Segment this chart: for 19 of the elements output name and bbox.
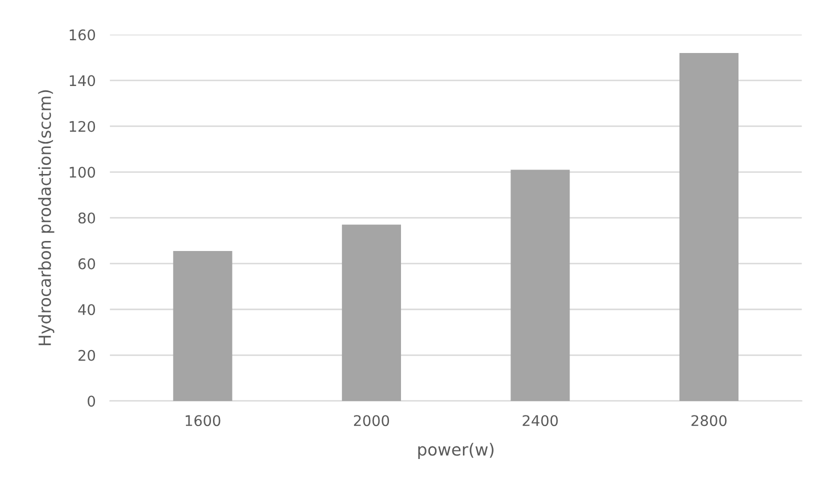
x-tick-label: 2000 [354, 415, 390, 426]
y-tick-label: 140 [70, 75, 96, 86]
bar [679, 52, 739, 401]
y-tick-label: 40 [78, 304, 96, 316]
y-tick-label: 120 [70, 120, 96, 132]
y-axis-title: Hydrocarbon prodaction(sccm) [38, 90, 54, 346]
y-tick-label: 20 [78, 350, 96, 361]
x-tick-label: 1600 [186, 415, 220, 426]
bar [342, 224, 401, 401]
x-tick-label: 2400 [522, 415, 558, 426]
x-tick-label: 2800 [691, 415, 727, 426]
bar [510, 170, 570, 401]
x-axis-title: power(w) [418, 442, 494, 459]
y-tick-label: 100 [70, 166, 96, 178]
y-tick-label: 0 [88, 396, 96, 407]
y-tick-label: 160 [70, 29, 96, 40]
y-tick-label: 80 [78, 212, 96, 224]
bar [173, 250, 232, 401]
y-tick-label: 60 [78, 258, 96, 270]
